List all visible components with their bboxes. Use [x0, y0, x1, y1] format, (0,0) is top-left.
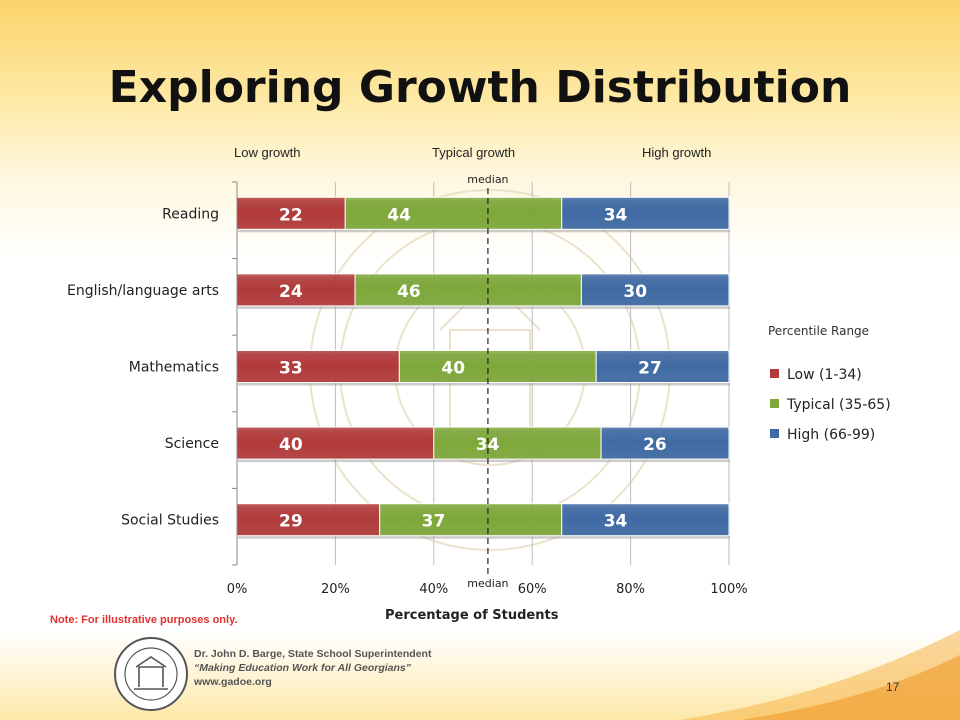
page-number: 17 — [886, 680, 900, 694]
bar-value-label: 40 — [279, 435, 303, 455]
bar-segment — [354, 273, 582, 307]
georgia-doe-logo — [114, 637, 188, 711]
x-tick-label: 80% — [616, 582, 645, 597]
legend-title: Percentile Range — [768, 324, 870, 338]
footer-website: www.gadoe.org — [194, 676, 272, 688]
bar-segment — [236, 503, 381, 537]
bar-value-label: 37 — [422, 512, 446, 532]
bar-value-label: 34 — [604, 512, 628, 532]
low-growth-label: Low growth — [234, 145, 301, 160]
legend-label-typical: Typical (35-65) — [787, 397, 891, 413]
bar-value-label: 26 — [643, 435, 667, 455]
bar-segment — [236, 350, 400, 383]
bar-value-label: 30 — [623, 282, 647, 302]
category-label: English/language arts — [67, 283, 219, 299]
category-label: Science — [165, 436, 219, 452]
legend-item-high: High (66-99) — [770, 427, 875, 443]
median-label-bottom: median — [467, 577, 508, 590]
bar-segment — [236, 426, 435, 460]
x-tick-label: 60% — [518, 582, 547, 597]
bar-value-label: 44 — [387, 205, 411, 225]
x-tick-label: 0% — [227, 582, 248, 597]
bar-value-label: 40 — [441, 359, 465, 379]
bar-value-label: 33 — [279, 359, 303, 379]
bar-segment — [398, 350, 597, 383]
legend-item-low: Low (1-34) — [770, 367, 862, 383]
bar-value-label: 22 — [279, 205, 303, 225]
bar-segment — [595, 350, 730, 383]
corner-swoosh-decoration — [680, 630, 960, 720]
bar-segment — [236, 273, 356, 307]
bar-segment — [236, 196, 346, 230]
bar-value-label: 27 — [638, 359, 662, 379]
x-axis-title: Percentage of Students — [385, 608, 559, 623]
bar-value-label: 29 — [279, 512, 303, 532]
bar-value-label: 34 — [604, 205, 628, 225]
legend-swatch-low — [770, 369, 779, 378]
bar-segment — [600, 426, 730, 460]
slide-title: Exploring Growth Distribution — [108, 62, 852, 113]
legend-item-typical: Typical (35-65) — [770, 397, 891, 413]
category-label: Social Studies — [121, 513, 219, 529]
x-tick-label: 20% — [321, 582, 350, 597]
median-label-top: median — [467, 173, 508, 186]
typical-growth-label: Typical growth — [432, 145, 516, 160]
legend-label-high: High (66-99) — [787, 427, 876, 443]
bar-segment — [580, 273, 730, 307]
bar-segment — [561, 503, 730, 537]
bar-value-label: 24 — [279, 282, 303, 302]
x-tick-label: 40% — [419, 582, 448, 597]
footer-motto: “Making Education Work for All Georgians… — [194, 662, 412, 674]
high-growth-label: High growth — [642, 145, 712, 160]
legend-label-low: Low (1-34) — [787, 367, 862, 383]
legend-swatch-typical — [770, 399, 779, 408]
bar-segment — [561, 196, 730, 230]
bar-segment — [433, 426, 602, 460]
bar-segment — [344, 196, 563, 230]
footer-superintendent: Dr. John D. Barge, State School Superint… — [194, 648, 432, 660]
category-label: Reading — [162, 206, 219, 222]
illustrative-note: Note: For illustrative purposes only. — [50, 614, 238, 626]
legend-swatch-high — [770, 429, 779, 438]
bar-segment — [379, 503, 563, 537]
x-tick-label: 100% — [710, 582, 747, 597]
category-label: Mathematics — [129, 360, 219, 376]
bar-value-label: 46 — [397, 282, 421, 302]
bar-value-label: 34 — [476, 435, 500, 455]
